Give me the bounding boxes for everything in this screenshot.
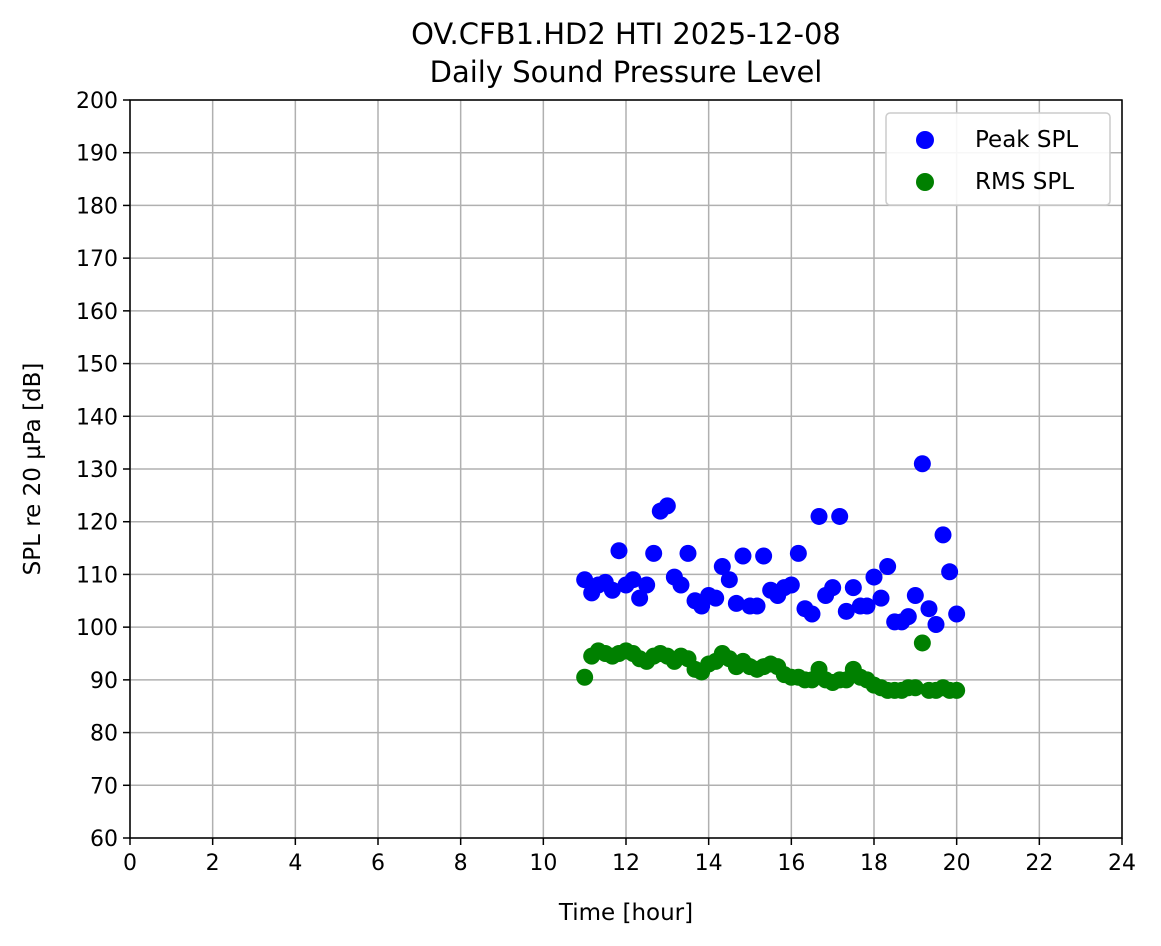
rms-spl-point xyxy=(948,681,966,699)
peak-spl-point xyxy=(934,526,952,544)
x-tick-label: 16 xyxy=(777,851,805,876)
peak-spl-point xyxy=(638,576,656,594)
x-tick-label: 18 xyxy=(860,851,888,876)
peak-spl-point xyxy=(672,576,690,594)
peak-spl-point xyxy=(810,507,828,525)
legend-label-rms: RMS SPL xyxy=(975,169,1074,195)
peak-spl-point xyxy=(927,616,945,634)
peak-spl-point xyxy=(748,597,766,615)
peak-spl-series xyxy=(576,455,966,634)
data-points xyxy=(576,455,966,699)
x-axis-label: Time [hour] xyxy=(558,900,693,926)
peak-spl-point xyxy=(720,571,738,589)
y-tick-label: 60 xyxy=(90,827,118,852)
peak-spl-point xyxy=(948,605,966,623)
rms-spl-series xyxy=(576,634,966,699)
x-tick-label: 2 xyxy=(206,851,220,876)
peak-spl-point xyxy=(920,600,938,618)
y-tick-label: 70 xyxy=(90,774,118,799)
chart-subtitle: Daily Sound Pressure Level xyxy=(430,55,823,89)
peak-spl-point xyxy=(872,589,890,607)
peak-spl-point xyxy=(941,563,959,581)
y-tick-label: 140 xyxy=(76,405,118,430)
x-tick-label: 0 xyxy=(123,851,137,876)
legend: Peak SPL RMS SPL xyxy=(885,112,1111,206)
peak-spl-point xyxy=(782,576,800,594)
rms-spl-point xyxy=(576,668,594,686)
peak-spl-point xyxy=(707,589,725,607)
peak-spl-point xyxy=(844,579,862,597)
y-tick-label: 170 xyxy=(76,247,118,272)
x-tick-label: 10 xyxy=(529,851,557,876)
chart-title: OV.CFB1.HD2 HTI 2025-12-08 xyxy=(411,17,841,51)
y-tick-label: 130 xyxy=(76,458,118,483)
legend-label-peak: Peak SPL xyxy=(975,127,1078,153)
peak-spl-point xyxy=(865,568,883,586)
y-tick-label: 190 xyxy=(76,142,118,167)
x-tick-label: 22 xyxy=(1025,851,1053,876)
peak-spl-point xyxy=(645,544,663,562)
axis-ticks: 0 2 4 6 8 10 12 14 16 18 20 22 246070809010011012013… xyxy=(76,89,1136,876)
peak-spl-point xyxy=(624,571,642,589)
y-tick-label: 180 xyxy=(76,194,118,219)
x-tick-label: 14 xyxy=(695,851,723,876)
rms-spl-point xyxy=(913,634,931,652)
x-tick-label: 8 xyxy=(454,851,468,876)
peak-spl-point xyxy=(831,507,849,525)
y-tick-label: 160 xyxy=(76,300,118,325)
peak-spl-point xyxy=(713,558,731,576)
peak-spl-point xyxy=(803,605,821,623)
peak-spl-point xyxy=(603,581,621,599)
peak-spl-point xyxy=(837,602,855,620)
peak-spl-point xyxy=(576,571,594,589)
peak-spl-point xyxy=(631,589,649,607)
peak-spl-point xyxy=(858,597,876,615)
peak-spl-point xyxy=(734,547,752,565)
peak-spl-point xyxy=(913,455,931,473)
peak-spl-point xyxy=(679,544,697,562)
peak-spl-point xyxy=(727,594,745,612)
x-tick-label: 4 xyxy=(288,851,302,876)
y-tick-label: 110 xyxy=(76,563,118,588)
y-tick-label: 80 xyxy=(90,722,118,747)
x-tick-label: 12 xyxy=(612,851,640,876)
x-tick-label: 24 xyxy=(1108,851,1136,876)
y-tick-label: 90 xyxy=(90,669,118,694)
rms-spl-point xyxy=(906,679,924,697)
legend-marker-rms xyxy=(916,173,934,191)
y-tick-label: 120 xyxy=(76,511,118,536)
y-axis-label: SPL re 20 µPa [dB] xyxy=(20,363,46,576)
legend-marker-peak xyxy=(916,131,934,149)
x-tick-label: 20 xyxy=(943,851,971,876)
y-tick-label: 150 xyxy=(76,353,118,378)
y-tick-label: 100 xyxy=(76,616,118,641)
peak-spl-point xyxy=(879,558,897,576)
peak-spl-point xyxy=(658,497,676,515)
legend-box xyxy=(885,112,1111,206)
peak-spl-point xyxy=(824,579,842,597)
x-tick-label: 6 xyxy=(371,851,385,876)
peak-spl-point xyxy=(755,547,773,565)
peak-spl-point xyxy=(906,587,924,605)
y-tick-label: 200 xyxy=(76,89,118,114)
peak-spl-point xyxy=(899,608,917,626)
peak-spl-point xyxy=(789,544,807,562)
peak-spl-point xyxy=(610,542,628,560)
